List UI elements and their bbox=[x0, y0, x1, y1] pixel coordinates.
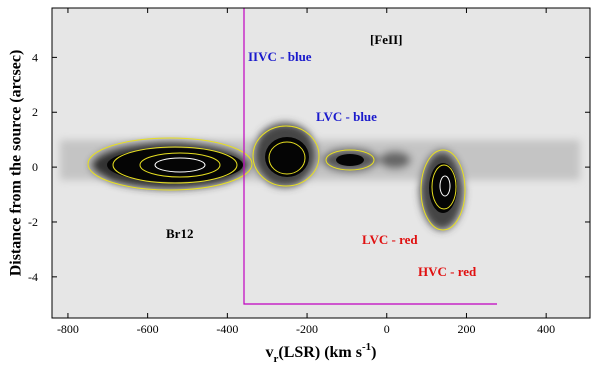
x-tick-label: 200 bbox=[457, 322, 475, 336]
x-tick-label: 400 bbox=[537, 322, 555, 336]
x-tick-label: 0 bbox=[384, 322, 390, 336]
plot-frame bbox=[51, 7, 591, 319]
x-axis-label-part: -1 bbox=[362, 341, 371, 353]
annotation: HVC - red bbox=[418, 264, 477, 279]
y-axis-label: Distance from the source (arcsec) bbox=[8, 50, 25, 277]
annotation: LVC - red bbox=[362, 232, 418, 247]
x-axis-label-part: v bbox=[266, 344, 274, 361]
y-tick-label: 4 bbox=[32, 50, 38, 64]
y-tick-label: -4 bbox=[28, 270, 38, 284]
x-axis-label: vr(LSR) (km s-1) bbox=[266, 341, 377, 365]
y-tick-label: 0 bbox=[32, 160, 38, 174]
guide-lines bbox=[243, 8, 497, 305]
y-tick-label: 2 bbox=[32, 105, 38, 119]
y-tick-label: -2 bbox=[28, 215, 38, 229]
x-tick-label: -200 bbox=[296, 322, 318, 336]
x-tick-label: -600 bbox=[137, 322, 159, 336]
x-axis-label-part: ) bbox=[371, 344, 376, 361]
contours bbox=[87, 125, 466, 231]
annotation: LVC - blue bbox=[316, 109, 377, 124]
x-tick-label: -800 bbox=[57, 322, 79, 336]
annotation: IIVC - blue bbox=[248, 49, 312, 64]
annotation: Br12 bbox=[166, 226, 193, 241]
x-axis-label-part: (LSR) (km s bbox=[278, 344, 362, 361]
x-tick-label: -400 bbox=[216, 322, 238, 336]
annotation: [FeII] bbox=[370, 32, 403, 47]
x-axis-label-part: r bbox=[274, 353, 279, 365]
